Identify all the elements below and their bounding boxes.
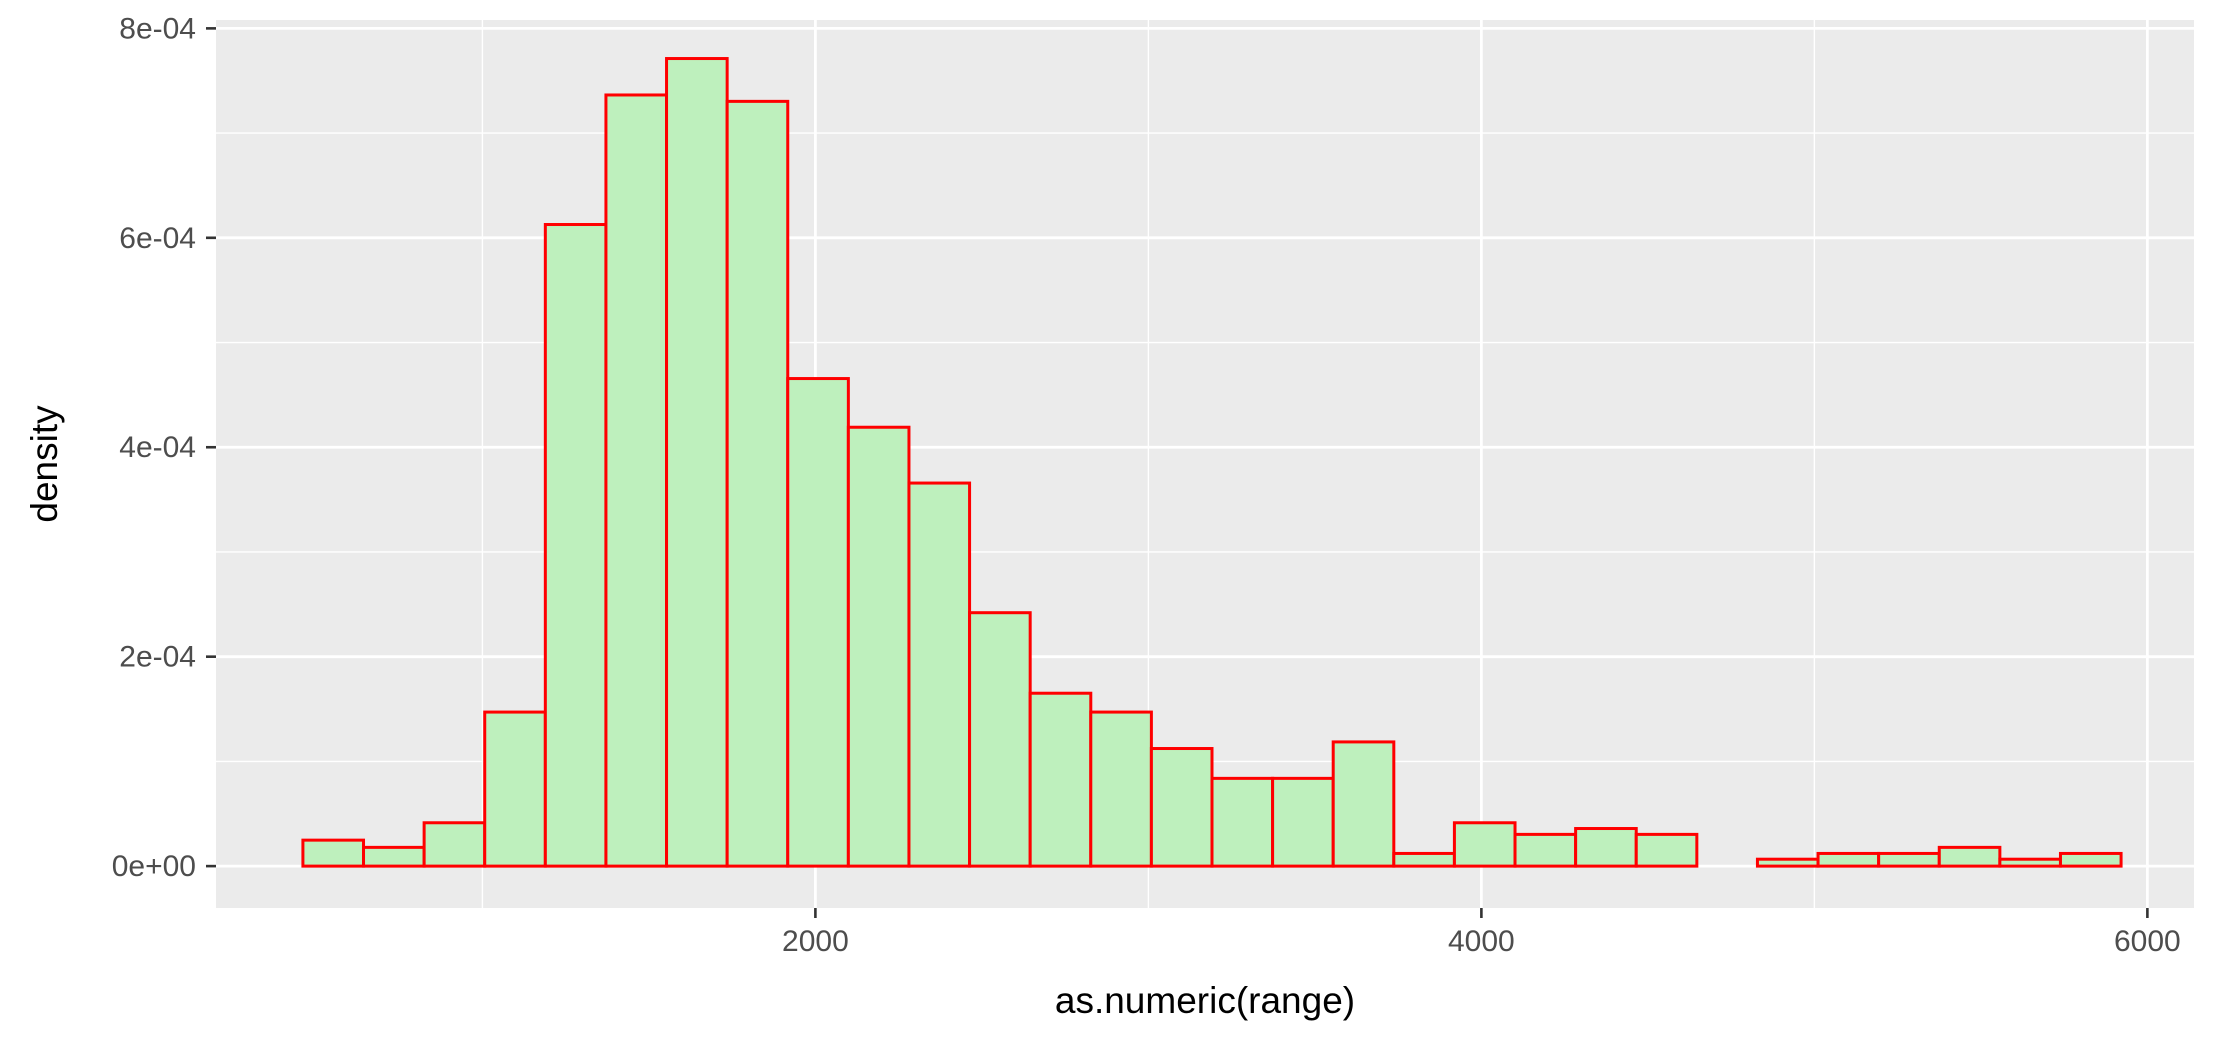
histogram-bar	[968, 611, 1032, 868]
histogram-bar	[1452, 821, 1517, 868]
histogram-bar	[1210, 776, 1275, 868]
histogram-bars	[301, 57, 2123, 868]
histogram-bar	[362, 845, 426, 868]
histogram-bar	[725, 99, 790, 868]
histogram-bar	[1816, 851, 1881, 868]
histogram-bar	[1998, 857, 2062, 868]
histogram-bar	[1877, 851, 1941, 868]
y-tick-label: 6e-04	[119, 222, 196, 255]
histogram-bar	[1271, 776, 1335, 868]
histogram-bar	[301, 838, 366, 868]
histogram-bar	[1392, 851, 1456, 868]
histogram-bar	[483, 710, 547, 868]
histogram-bar	[1634, 832, 1699, 868]
histogram-bar	[2058, 851, 2123, 868]
histogram-bar	[1028, 691, 1093, 868]
histogram-bar	[907, 481, 972, 868]
histogram-bar	[1937, 845, 2002, 868]
histogram-bar	[665, 57, 729, 868]
histogram-bar	[1149, 747, 1214, 868]
x-tick-label: 6000	[2114, 925, 2181, 958]
y-tick-label: 0e+00	[112, 850, 196, 883]
histogram-bar	[1513, 832, 1578, 868]
y-tick-label: 4e-04	[119, 431, 196, 464]
y-tick-label: 8e-04	[119, 12, 196, 45]
histogram-bar	[1574, 827, 1638, 868]
y-axis-title: density	[24, 405, 65, 523]
y-tick-label: 2e-04	[119, 641, 196, 674]
histogram-bar	[786, 377, 850, 868]
x-tick-label: 4000	[1448, 925, 1515, 958]
histogram-bar	[422, 821, 487, 868]
histogram-bar	[846, 425, 911, 868]
histogram-bar	[543, 223, 608, 868]
x-axis-title: as.numeric(range)	[1055, 980, 1355, 1021]
histogram-bar	[604, 93, 669, 868]
histogram-bar	[1089, 710, 1153, 868]
x-axis: 2000 4000 6000	[782, 908, 2181, 958]
histogram-bar	[1331, 740, 1396, 868]
x-tick-label: 2000	[782, 925, 849, 958]
histogram-bar	[1755, 857, 1820, 868]
y-axis: 0e+00 2e-04 4e-04 6e-04 8e-04	[112, 12, 216, 883]
